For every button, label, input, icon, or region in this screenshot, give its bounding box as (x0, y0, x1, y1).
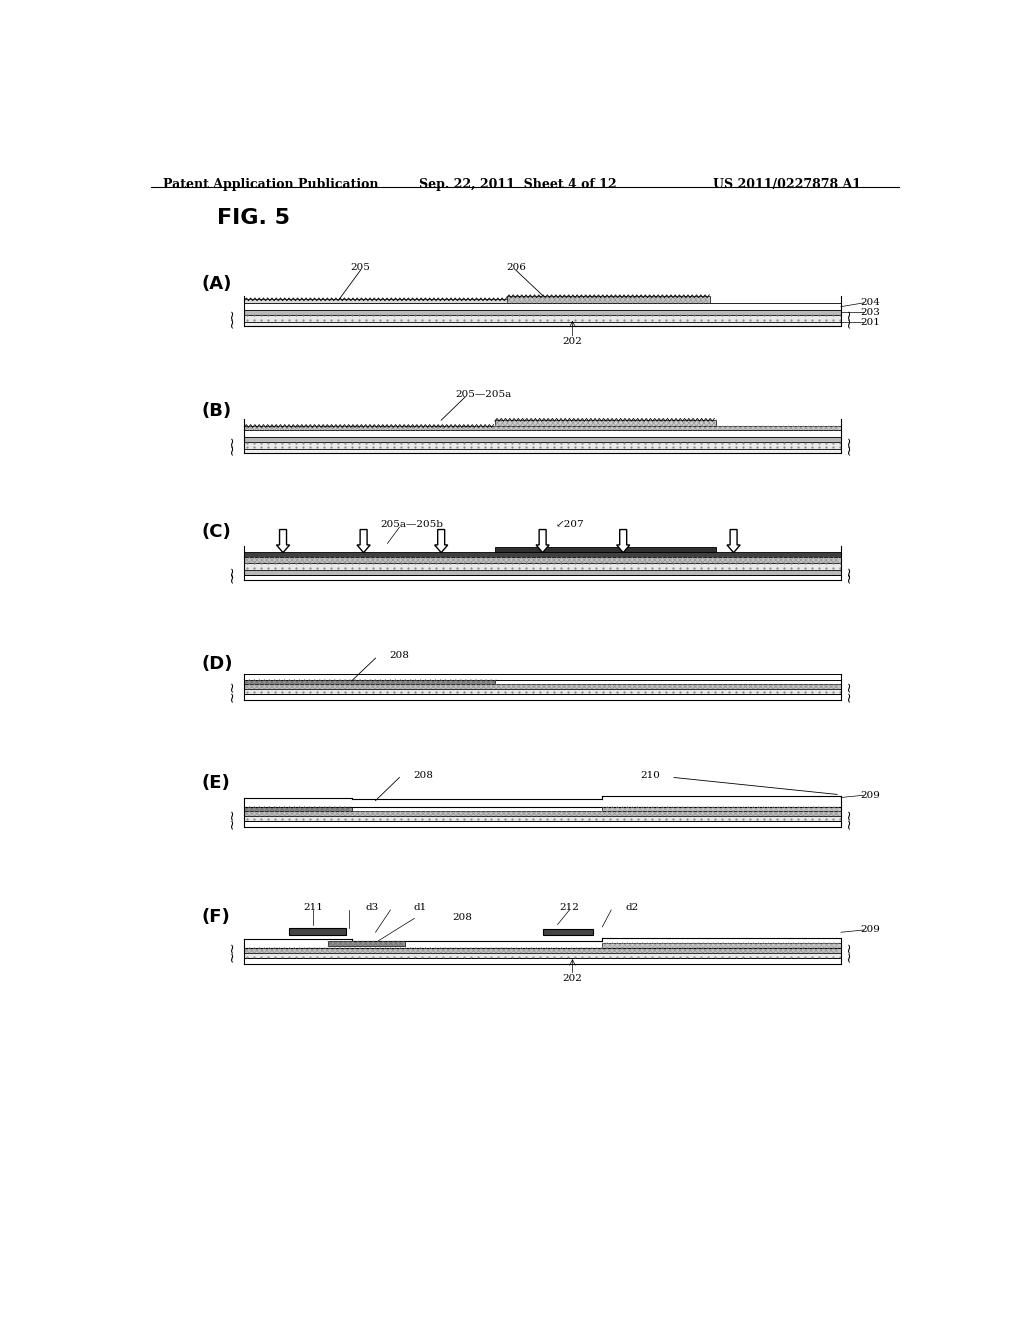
Text: ~: ~ (225, 950, 239, 962)
Bar (245, 816, 841, 821)
Bar (245, 807, 351, 812)
Text: ~: ~ (842, 317, 856, 329)
Text: (F): (F) (202, 908, 230, 925)
Text: d1: d1 (414, 903, 427, 912)
Bar (245, 304, 841, 310)
Text: 204: 204 (860, 298, 881, 308)
Text: (E): (E) (202, 775, 230, 792)
Bar (245, 430, 841, 437)
Text: ~: ~ (842, 817, 856, 829)
Text: ↙207: ↙207 (555, 520, 584, 529)
Polygon shape (276, 529, 290, 553)
Text: 209: 209 (860, 791, 881, 800)
Text: ~: ~ (225, 317, 239, 329)
Bar (245, 675, 841, 680)
Bar (245, 694, 841, 700)
Text: US 2011/0227878 A1: US 2011/0227878 A1 (713, 178, 861, 190)
Text: ~: ~ (225, 809, 239, 820)
Text: 210: 210 (640, 771, 660, 780)
Bar (245, 958, 841, 964)
Text: 208: 208 (453, 912, 472, 921)
Bar (602, 807, 841, 812)
Text: ~: ~ (842, 572, 856, 583)
Text: (B): (B) (202, 403, 231, 421)
Text: 205—205a: 205—205a (455, 391, 511, 399)
Text: 205a—205b: 205a—205b (380, 520, 442, 529)
Text: ~: ~ (842, 565, 856, 577)
Text: d3: d3 (366, 903, 379, 912)
Bar (351, 799, 602, 807)
Bar (245, 562, 841, 570)
Bar (245, 449, 841, 453)
Polygon shape (536, 529, 549, 553)
Bar (245, 797, 351, 807)
Text: 202: 202 (562, 337, 583, 346)
Text: ~: ~ (842, 690, 856, 702)
Polygon shape (434, 529, 447, 553)
Bar (245, 812, 841, 816)
Text: FIG. 5: FIG. 5 (217, 209, 290, 228)
Bar (245, 300, 508, 304)
Text: ~: ~ (225, 690, 239, 702)
Text: (A): (A) (202, 276, 232, 293)
Text: ~: ~ (225, 572, 239, 583)
Bar (245, 322, 841, 326)
Bar (602, 942, 841, 948)
Text: ~: ~ (225, 941, 239, 953)
Polygon shape (616, 529, 630, 553)
Bar (289, 928, 346, 935)
Text: 209: 209 (860, 925, 881, 935)
Bar (245, 953, 841, 958)
Text: 202: 202 (562, 974, 583, 983)
Text: (D): (D) (202, 655, 233, 673)
Bar (245, 821, 841, 826)
Text: ~: ~ (842, 444, 856, 455)
Text: ~: ~ (842, 809, 856, 820)
Text: 201: 201 (860, 318, 881, 326)
Text: 203: 203 (860, 308, 881, 317)
Polygon shape (357, 529, 371, 553)
Text: ~: ~ (842, 950, 856, 962)
Text: ~: ~ (842, 436, 856, 446)
Bar (602, 796, 841, 807)
Text: 206: 206 (506, 263, 525, 272)
Bar (245, 552, 841, 557)
Polygon shape (727, 529, 740, 553)
Text: ~: ~ (842, 680, 856, 692)
Text: (C): (C) (202, 524, 231, 541)
Bar (245, 442, 841, 449)
Bar (245, 689, 841, 694)
Bar (245, 576, 841, 581)
Bar (245, 557, 841, 562)
Bar (245, 570, 841, 576)
Text: 205: 205 (350, 263, 371, 272)
Text: 211: 211 (303, 903, 323, 912)
Text: 208: 208 (414, 771, 433, 780)
Bar (245, 948, 841, 953)
Text: ~: ~ (225, 817, 239, 829)
Bar (328, 941, 406, 946)
Bar (507, 296, 710, 304)
Text: Patent Application Publication: Patent Application Publication (163, 178, 379, 190)
Bar (245, 426, 841, 430)
Bar (495, 420, 716, 426)
Bar (245, 437, 841, 442)
Text: d2: d2 (626, 903, 639, 912)
Bar (245, 310, 841, 314)
Bar (245, 684, 841, 689)
Text: ~: ~ (842, 941, 856, 953)
Text: 208: 208 (389, 651, 410, 660)
Text: ~: ~ (842, 308, 856, 319)
Text: ~: ~ (225, 680, 239, 692)
Text: Sep. 22, 2011  Sheet 4 of 12: Sep. 22, 2011 Sheet 4 of 12 (419, 178, 616, 190)
Text: 212: 212 (559, 903, 580, 912)
Bar (543, 929, 593, 935)
Text: ~: ~ (225, 308, 239, 319)
Bar (245, 680, 495, 684)
Bar (495, 546, 716, 552)
Text: ~: ~ (225, 565, 239, 577)
Text: ~: ~ (225, 436, 239, 446)
Bar (245, 314, 841, 322)
Text: ~: ~ (225, 444, 239, 455)
